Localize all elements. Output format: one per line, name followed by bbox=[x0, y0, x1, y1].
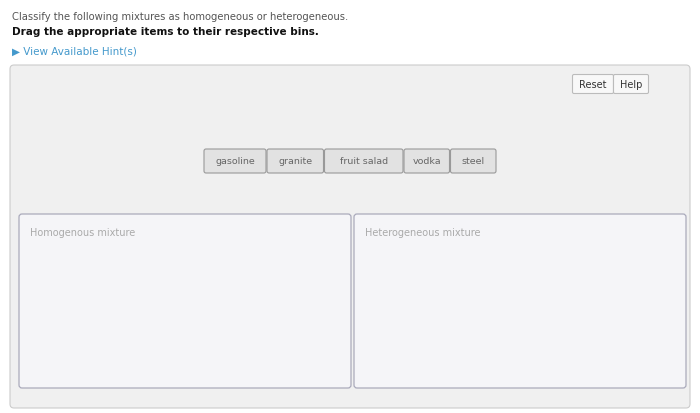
Text: Help: Help bbox=[620, 80, 642, 90]
Text: granite: granite bbox=[278, 157, 312, 166]
FancyBboxPatch shape bbox=[10, 66, 690, 408]
Text: fruit salad: fruit salad bbox=[340, 157, 388, 166]
Text: Drag the appropriate items to their respective bins.: Drag the appropriate items to their resp… bbox=[12, 27, 319, 37]
Text: Homogenous mixture: Homogenous mixture bbox=[30, 228, 135, 237]
FancyBboxPatch shape bbox=[404, 150, 449, 173]
FancyBboxPatch shape bbox=[354, 214, 686, 388]
FancyBboxPatch shape bbox=[204, 150, 266, 173]
FancyBboxPatch shape bbox=[573, 75, 613, 94]
FancyBboxPatch shape bbox=[613, 75, 648, 94]
FancyBboxPatch shape bbox=[19, 214, 351, 388]
Text: Classify the following mixtures as homogeneous or heterogeneous.: Classify the following mixtures as homog… bbox=[12, 12, 349, 22]
Text: vodka: vodka bbox=[412, 157, 441, 166]
Text: Reset: Reset bbox=[580, 80, 607, 90]
Text: Heterogeneous mixture: Heterogeneous mixture bbox=[365, 228, 480, 237]
FancyBboxPatch shape bbox=[267, 150, 323, 173]
Text: ▶ View Available Hint(s): ▶ View Available Hint(s) bbox=[12, 46, 137, 56]
Text: steel: steel bbox=[462, 157, 485, 166]
FancyBboxPatch shape bbox=[325, 150, 403, 173]
FancyBboxPatch shape bbox=[451, 150, 496, 173]
Text: gasoline: gasoline bbox=[215, 157, 255, 166]
